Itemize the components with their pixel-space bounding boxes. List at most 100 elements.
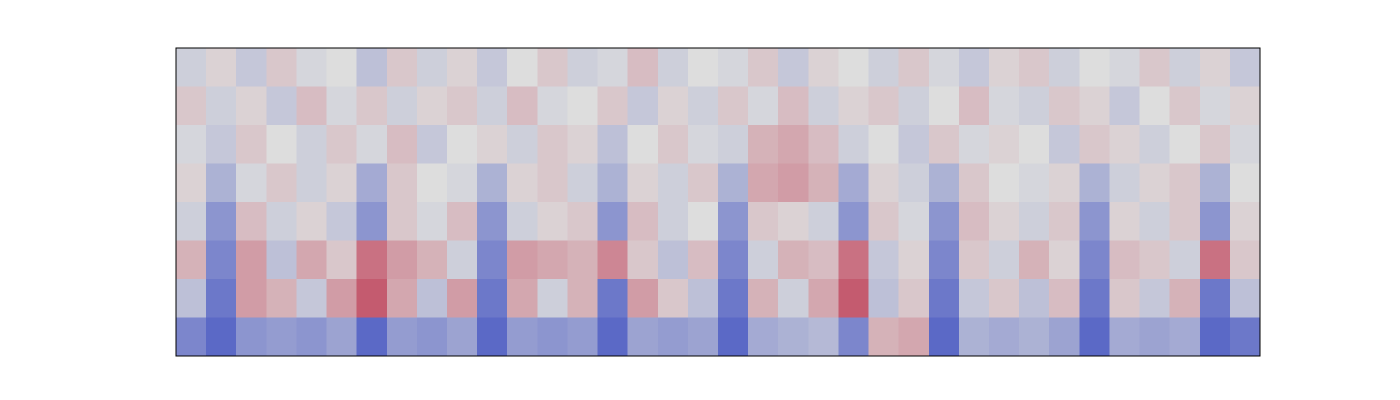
heatmap-cell [597,86,629,126]
heatmap-cell [1079,48,1110,87]
heatmap-cell [567,125,599,164]
heatmap-cell [1199,202,1231,241]
heatmap-cell [356,240,388,280]
heatmap-cell [477,48,508,87]
heatmap-cell [266,202,297,241]
heatmap-cell [1229,163,1261,203]
heatmap-cell [778,48,809,87]
heatmap-cell [507,240,538,280]
heatmap-cell [1229,240,1261,280]
heatmap-cell [627,240,659,280]
heatmap-cell [868,86,900,126]
heatmap-cell [868,125,900,164]
heatmap-cell [989,48,1020,87]
heatmap-cell [356,163,388,203]
heatmap-cell [1199,163,1231,203]
heatmap-cell [808,202,839,241]
heatmap-cell [1199,279,1231,318]
heatmap-cell [326,317,358,357]
heatmap-cell [356,317,388,357]
heatmap-cell [627,279,659,318]
heatmap-cell [386,163,418,203]
heatmap-cell [236,125,267,164]
heatmap-cell [597,317,629,357]
heatmap-cell [1079,163,1110,203]
heatmap-cell [627,125,659,164]
heatmap-cell [898,202,930,241]
heatmap-cell [898,317,930,357]
heatmap-cell [898,125,930,164]
heatmap-cell [868,317,900,357]
heatmap-cell [958,202,990,241]
heatmap-cell [386,125,418,164]
heatmap-cell [447,279,478,318]
heatmap-cell [1199,125,1231,164]
heatmap-cell [748,317,779,357]
heatmap-cell [868,279,900,318]
heatmap-cell [1109,317,1141,357]
heatmap-cell [687,48,719,87]
heatmap-cell [416,279,448,318]
heatmap-cell [898,86,930,126]
heatmap-cell [687,240,719,280]
heatmap-cell [567,86,599,126]
heatmap-cell [1109,163,1141,203]
heatmap-cell [868,163,900,203]
heatmap-cell [537,125,568,164]
heatmap-cell [657,317,689,357]
heatmap-cell [748,279,779,318]
heatmap-cell [477,163,508,203]
heatmap-cell [537,202,568,241]
heatmap-cell [687,125,719,164]
heatmap-cell [477,202,508,241]
heatmap-cell [748,202,779,241]
heatmap-cell [1139,202,1171,241]
heatmap-cell [477,240,508,280]
heatmap-cell [928,125,960,164]
heatmap-cell [206,202,237,241]
heatmap-cell [898,163,930,203]
heatmap-cell [989,125,1020,164]
heatmap-cell [176,317,207,357]
heatmap-cell [266,279,297,318]
heatmap-cell [1169,317,1201,357]
heatmap-cell [567,48,599,87]
heatmap-cell [657,163,689,203]
heatmap-cell [447,125,478,164]
heatmap-cell [748,125,779,164]
heatmap-cell [1169,86,1201,126]
heatmap-cell [176,48,207,87]
heatmap-cell [657,86,689,126]
heatmap-cell [386,240,418,280]
heatmap-cell [567,163,599,203]
heatmap-cell [657,202,689,241]
heatmap-cell [447,48,478,87]
heatmap-cell [537,163,568,203]
heatmap-cell [386,48,418,87]
heatmap-cell [206,279,237,318]
heatmap-cell [296,86,328,126]
heatmap-cell [236,202,267,241]
heatmap-cells [176,48,1261,357]
heatmap-cell [296,317,328,357]
heatmap-cell [1079,240,1110,280]
heatmap-cell [236,163,267,203]
heatmap-cell [718,317,749,357]
heatmap-cell [447,163,478,203]
heatmap-cell [1169,163,1201,203]
heatmap-cell [356,86,388,126]
heatmap-cell [296,202,328,241]
heatmap-cell [838,317,870,357]
heatmap-cell [597,125,629,164]
heatmap-cell [1229,279,1261,318]
heatmap-cell [597,163,629,203]
heatmap-cell [1169,240,1201,280]
heatmap-cell [958,240,990,280]
heatmap-cell [808,48,839,87]
heatmap-cell [507,125,538,164]
heatmap-cell [838,125,870,164]
heatmap-cell [898,279,930,318]
heatmap-cell [718,86,749,126]
heatmap-cell [416,48,448,87]
